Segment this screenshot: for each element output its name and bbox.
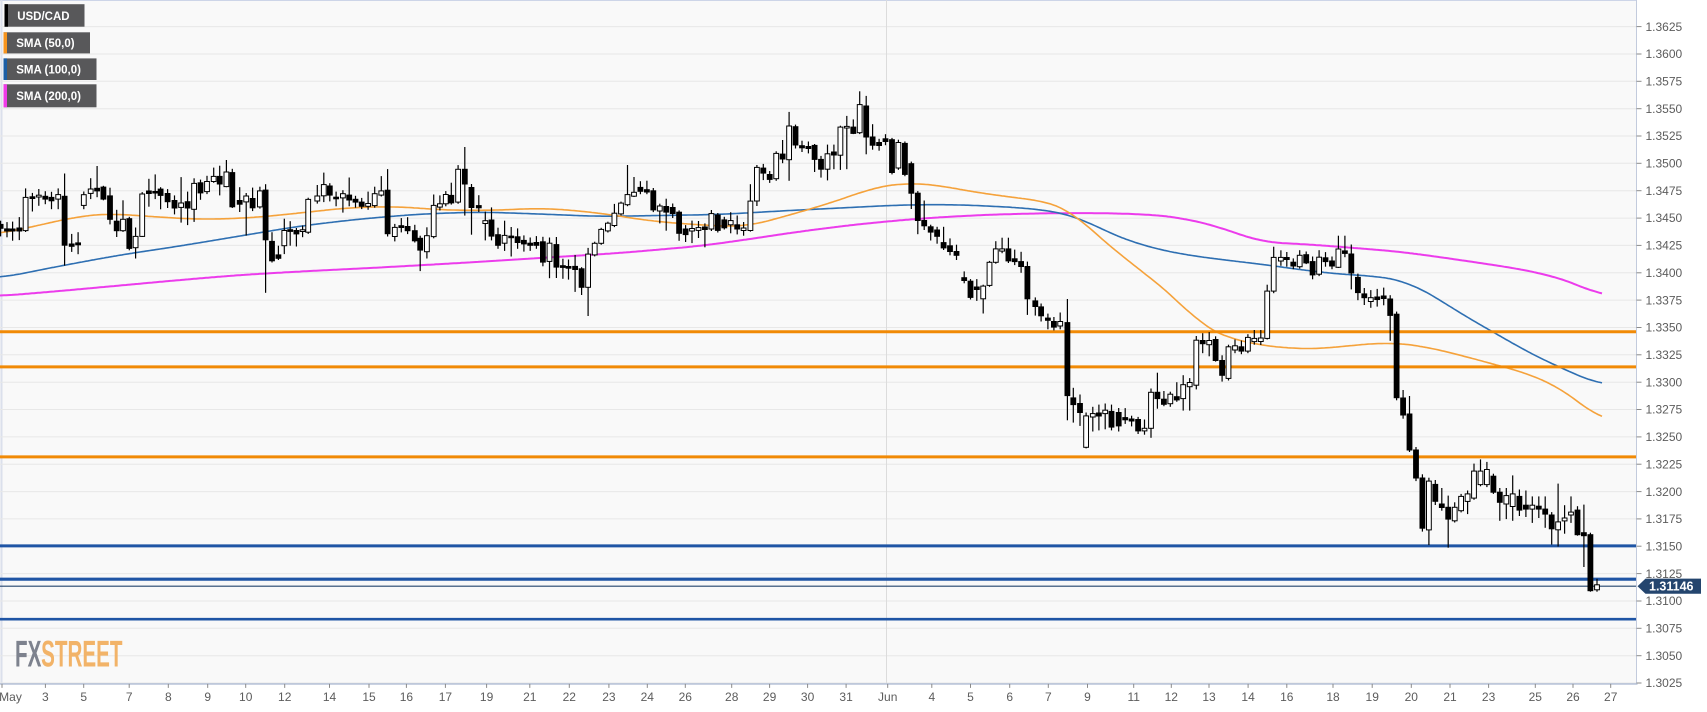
svg-text:8: 8 — [165, 690, 172, 704]
svg-text:1.31146: 1.31146 — [1649, 580, 1694, 594]
svg-text:SMA (100,0): SMA (100,0) — [16, 65, 81, 77]
svg-text:5: 5 — [967, 690, 974, 704]
svg-text:1.3050: 1.3050 — [1646, 649, 1683, 663]
svg-text:12: 12 — [1165, 690, 1179, 704]
svg-text:30: 30 — [801, 690, 815, 704]
svg-text:FX: FX — [15, 634, 41, 675]
svg-text:10: 10 — [239, 690, 253, 704]
svg-text:13: 13 — [1202, 690, 1216, 704]
svg-text:1.3275: 1.3275 — [1646, 403, 1683, 417]
svg-text:1.3550: 1.3550 — [1646, 102, 1683, 116]
svg-text:1.3500: 1.3500 — [1646, 157, 1683, 171]
svg-text:1.3250: 1.3250 — [1646, 430, 1683, 444]
svg-text:18: 18 — [1326, 690, 1340, 704]
svg-text:1.3525: 1.3525 — [1646, 129, 1683, 143]
svg-text:3: 3 — [42, 690, 49, 704]
svg-text:17: 17 — [439, 690, 453, 704]
svg-text:1.3075: 1.3075 — [1646, 622, 1683, 636]
svg-text:1.3450: 1.3450 — [1646, 211, 1683, 225]
svg-text:1.3350: 1.3350 — [1646, 321, 1683, 335]
svg-text:SMA (200,0): SMA (200,0) — [16, 91, 81, 103]
svg-text:1.3300: 1.3300 — [1646, 375, 1683, 389]
svg-text:May: May — [0, 690, 22, 704]
svg-text:11: 11 — [1127, 690, 1140, 704]
svg-text:1.3325: 1.3325 — [1646, 348, 1683, 362]
svg-text:21: 21 — [1443, 690, 1457, 704]
svg-text:7: 7 — [1045, 690, 1052, 704]
svg-text:1.3600: 1.3600 — [1646, 47, 1683, 61]
svg-text:4: 4 — [928, 690, 935, 704]
svg-text:1.3575: 1.3575 — [1646, 75, 1683, 89]
svg-text:1.3125: 1.3125 — [1646, 567, 1683, 581]
svg-text:6: 6 — [1006, 690, 1013, 704]
svg-text:1.3100: 1.3100 — [1646, 594, 1683, 608]
svg-text:26: 26 — [1566, 690, 1580, 704]
svg-text:9: 9 — [1084, 690, 1091, 704]
svg-text:1.3175: 1.3175 — [1646, 512, 1683, 526]
svg-text:23: 23 — [1482, 690, 1496, 704]
svg-text:14: 14 — [1241, 690, 1255, 704]
svg-text:1.3425: 1.3425 — [1646, 239, 1683, 253]
svg-text:12: 12 — [278, 690, 292, 704]
svg-text:1.3150: 1.3150 — [1646, 540, 1683, 554]
svg-text:21: 21 — [523, 690, 537, 704]
svg-text:20: 20 — [1405, 690, 1419, 704]
svg-text:15: 15 — [362, 690, 376, 704]
svg-text:1.3025: 1.3025 — [1646, 676, 1683, 690]
svg-text:1.3400: 1.3400 — [1646, 266, 1683, 280]
svg-text:27: 27 — [1604, 690, 1618, 704]
svg-text:Jun: Jun — [878, 690, 897, 704]
svg-text:USD/CAD: USD/CAD — [17, 11, 69, 23]
svg-text:SMA (50,0): SMA (50,0) — [16, 38, 75, 50]
svg-text:24: 24 — [641, 690, 655, 704]
svg-text:28: 28 — [725, 690, 739, 704]
svg-text:1.3200: 1.3200 — [1646, 485, 1683, 499]
svg-text:1.3225: 1.3225 — [1646, 457, 1683, 471]
svg-text:29: 29 — [763, 690, 777, 704]
svg-text:1.3375: 1.3375 — [1646, 293, 1683, 307]
svg-text:1.3475: 1.3475 — [1646, 184, 1683, 198]
svg-text:1.3625: 1.3625 — [1646, 20, 1683, 34]
svg-text:STREET: STREET — [41, 634, 123, 675]
svg-text:9: 9 — [204, 690, 211, 704]
svg-text:16: 16 — [400, 690, 414, 704]
svg-text:7: 7 — [126, 690, 133, 704]
svg-text:16: 16 — [1280, 690, 1294, 704]
svg-text:19: 19 — [480, 690, 494, 704]
svg-text:5: 5 — [80, 690, 87, 704]
svg-text:31: 31 — [839, 690, 853, 704]
svg-text:25: 25 — [1529, 690, 1543, 704]
svg-text:26: 26 — [679, 690, 693, 704]
svg-text:23: 23 — [602, 690, 616, 704]
svg-text:22: 22 — [563, 690, 577, 704]
svg-text:14: 14 — [323, 690, 337, 704]
svg-text:19: 19 — [1366, 690, 1380, 704]
